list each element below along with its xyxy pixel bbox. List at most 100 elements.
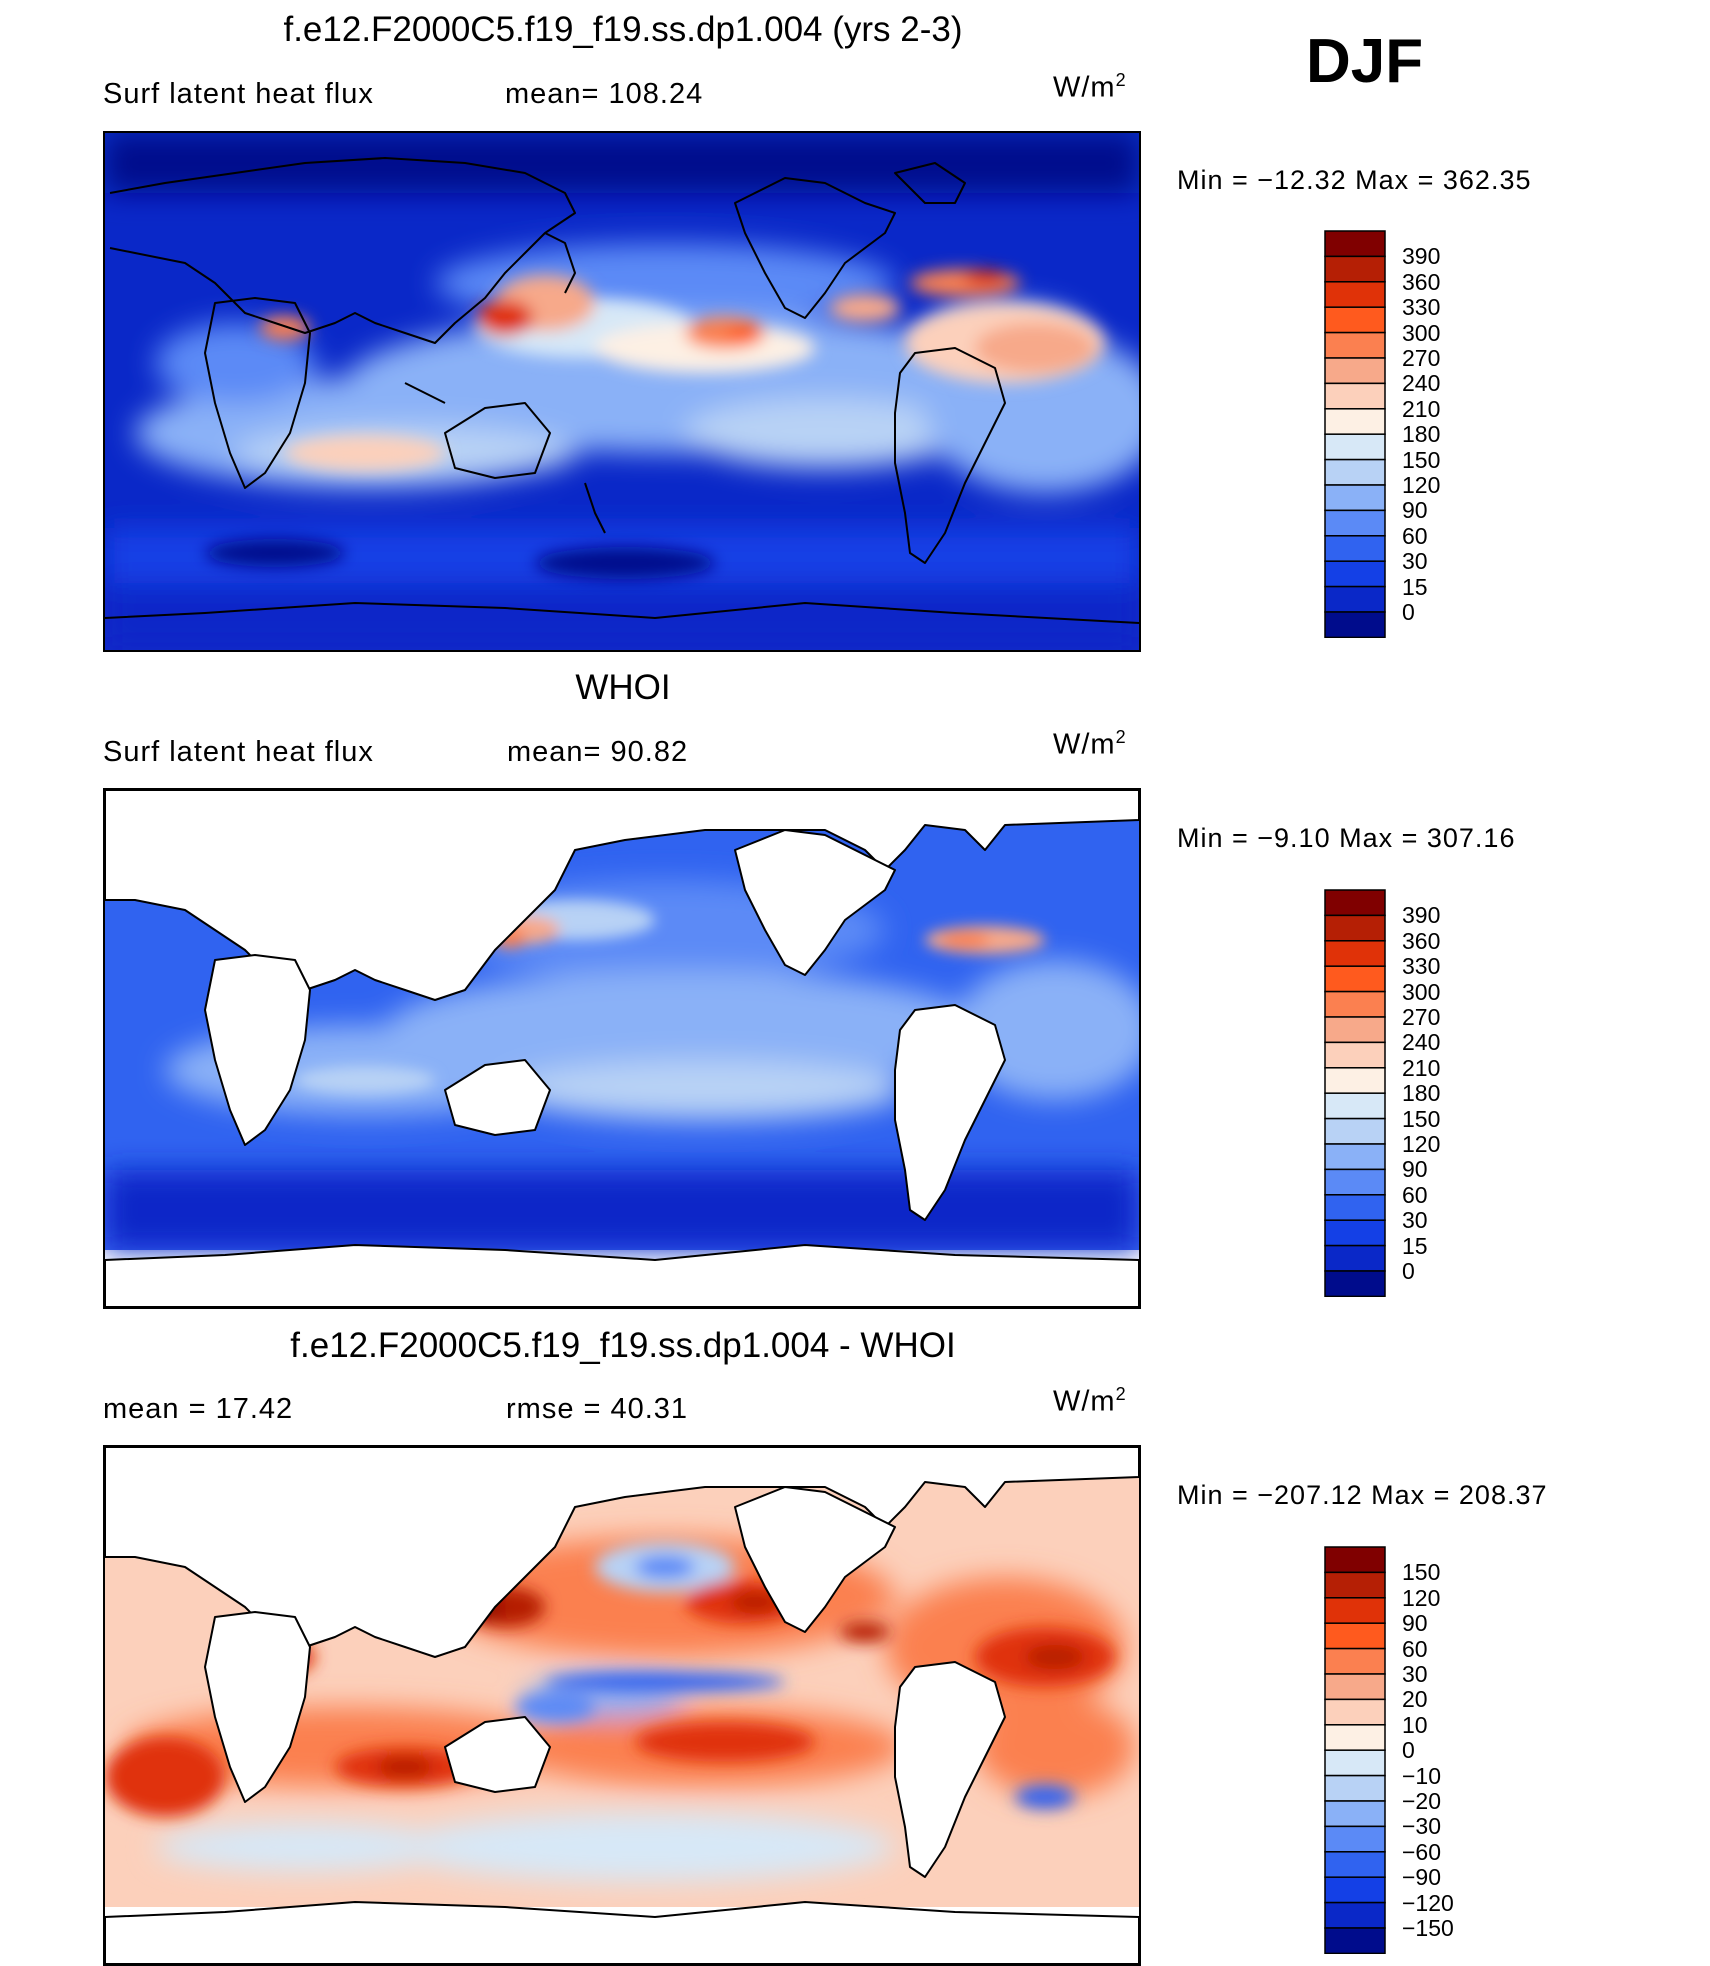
colorbar-swatch bbox=[1324, 560, 1386, 588]
colorbar-tick-label: 90 bbox=[1402, 1610, 1428, 1637]
colorbar-swatch bbox=[1324, 408, 1386, 435]
colorbar-tick-label: 360 bbox=[1402, 268, 1441, 295]
panel-3-mean-label: mean = 17.42 bbox=[103, 1393, 294, 1425]
colorbar-tick-label: 60 bbox=[1402, 1635, 1428, 1662]
colorbar-tick-label: 390 bbox=[1402, 902, 1441, 929]
colorbar-swatch bbox=[1324, 357, 1386, 385]
colorbar-tick-label: 390 bbox=[1402, 243, 1441, 270]
colorbar-tick-label: 180 bbox=[1402, 1080, 1441, 1107]
panel-1-units: W/m2 bbox=[1053, 70, 1127, 104]
colorbar-tick-label: 180 bbox=[1402, 421, 1441, 448]
colorbar-swatch bbox=[1324, 990, 1386, 1018]
colorbar-tick-label: 360 bbox=[1402, 927, 1441, 954]
panel-2-minmax: Min = −9.10 Max = 307.16 bbox=[1177, 823, 1516, 853]
colorbar-swatch bbox=[1324, 1698, 1386, 1726]
colorbar-tick-label: −10 bbox=[1402, 1762, 1442, 1789]
colorbar-tick-label: 240 bbox=[1402, 1029, 1441, 1056]
colorbar-swatch bbox=[1324, 1117, 1386, 1145]
colorbar-swatch bbox=[1324, 1851, 1386, 1878]
colorbar-tick-label: 120 bbox=[1402, 1131, 1441, 1157]
colorbar-swatch bbox=[1324, 1571, 1386, 1599]
colorbar-swatch bbox=[1324, 1622, 1386, 1650]
colorbar-tick-label: 210 bbox=[1402, 1054, 1441, 1081]
colorbar-swatch bbox=[1324, 230, 1386, 258]
colorbar-swatch bbox=[1324, 306, 1386, 334]
colorbar-swatch bbox=[1324, 585, 1386, 613]
colorbar-tick-label: −20 bbox=[1402, 1788, 1442, 1814]
colorbar-swatch bbox=[1324, 1194, 1386, 1221]
colorbar-swatch bbox=[1324, 889, 1386, 917]
colorbar-swatch bbox=[1324, 1673, 1386, 1701]
panel-2-mean-label: mean= 90.82 bbox=[507, 736, 689, 768]
colorbar-swatch bbox=[1324, 281, 1386, 308]
panel-1-mean-label: mean= 108.24 bbox=[505, 78, 704, 110]
colorbar-swatch bbox=[1324, 1168, 1386, 1196]
colorbar-tick-label: 60 bbox=[1402, 1181, 1428, 1208]
colorbar-tick-label: 240 bbox=[1402, 370, 1441, 397]
colorbar-swatch bbox=[1324, 1244, 1386, 1272]
colorbar-swatch bbox=[1324, 1546, 1386, 1574]
colorbar-swatch bbox=[1324, 1067, 1386, 1094]
colorbar-tick-label: 150 bbox=[1402, 1559, 1441, 1586]
colorbar-tick-label: −90 bbox=[1402, 1864, 1442, 1891]
colorbar-tick-label: 10 bbox=[1402, 1711, 1428, 1738]
colorbar-tick-label: 150 bbox=[1402, 1105, 1441, 1132]
colorbar-swatch bbox=[1324, 1749, 1386, 1777]
panel-3-minmax: Min = −207.12 Max = 208.37 bbox=[1177, 1480, 1548, 1510]
colorbar-tick-label: 210 bbox=[1402, 395, 1441, 422]
colorbar-swatch bbox=[1324, 965, 1386, 993]
panel-3-units: W/m2 bbox=[1053, 1384, 1127, 1418]
colorbar-tick-label: −60 bbox=[1402, 1838, 1442, 1865]
colorbar-tick-label: 120 bbox=[1402, 472, 1441, 498]
colorbar-tick-label: −120 bbox=[1402, 1889, 1454, 1916]
colorbar-swatch bbox=[1324, 1041, 1386, 1069]
colorbar-tick-label: 330 bbox=[1402, 953, 1441, 980]
colorbar-swatch bbox=[1324, 382, 1386, 410]
colorbar-tick-label: 270 bbox=[1402, 345, 1441, 371]
colorbar-swatch bbox=[1324, 535, 1386, 562]
colorbar-swatch bbox=[1324, 433, 1386, 461]
colorbar-tick-label: 300 bbox=[1402, 319, 1441, 346]
colorbar-swatch bbox=[1324, 1597, 1386, 1624]
panel-1-title: f.e12.F2000C5.f19_f19.ss.dp1.004 (yrs 2-… bbox=[283, 10, 963, 49]
colorbar-tick-label: 120 bbox=[1402, 1584, 1441, 1611]
colorbar-tick-label: 15 bbox=[1402, 573, 1428, 600]
panel-1-variable-label: Surf latent heat flux bbox=[103, 78, 374, 110]
colorbar-swatch bbox=[1324, 914, 1386, 942]
colorbar-tick-label: 15 bbox=[1402, 1232, 1428, 1259]
colorbar-swatch bbox=[1324, 1927, 1386, 1954]
colorbar-swatch bbox=[1324, 1876, 1386, 1904]
colorbar-tick-label: 90 bbox=[1402, 1156, 1428, 1183]
panel-1-minmax: Min = −12.32 Max = 362.35 bbox=[1177, 165, 1532, 195]
panel-2-colorbar bbox=[1324, 889, 1386, 1297]
colorbar-tick-label: 60 bbox=[1402, 522, 1428, 549]
panel-2-units: W/m2 bbox=[1053, 727, 1127, 761]
panel-2-map bbox=[103, 788, 1141, 1309]
panel-2-variable-label: Surf latent heat flux bbox=[103, 736, 374, 768]
colorbar-swatch bbox=[1324, 1270, 1386, 1297]
colorbar-tick-label: 90 bbox=[1402, 497, 1428, 524]
colorbar-tick-label: 30 bbox=[1402, 1207, 1428, 1234]
colorbar-swatch bbox=[1324, 255, 1386, 283]
panel-3-colorbar bbox=[1324, 1546, 1386, 1954]
colorbar-tick-label: 30 bbox=[1402, 1661, 1428, 1687]
colorbar-swatch bbox=[1324, 1016, 1386, 1044]
colorbar-swatch bbox=[1324, 458, 1386, 486]
colorbar-tick-label: 300 bbox=[1402, 978, 1441, 1005]
colorbar-tick-label: 0 bbox=[1402, 1737, 1415, 1764]
colorbar-swatch bbox=[1324, 1825, 1386, 1853]
colorbar-swatch bbox=[1324, 1219, 1386, 1247]
colorbar-tick-label: 0 bbox=[1402, 599, 1415, 625]
panel-3-map bbox=[103, 1445, 1141, 1966]
colorbar-swatch bbox=[1324, 1143, 1386, 1171]
colorbar-swatch bbox=[1324, 611, 1386, 638]
colorbar-swatch bbox=[1324, 1647, 1386, 1675]
colorbar-tick-label: 330 bbox=[1402, 294, 1441, 321]
colorbar-tick-label: 30 bbox=[1402, 548, 1428, 575]
colorbar-swatch bbox=[1324, 484, 1386, 512]
colorbar-tick-label: −150 bbox=[1402, 1915, 1454, 1941]
colorbar-swatch bbox=[1324, 1800, 1386, 1828]
colorbar-tick-label: 0 bbox=[1402, 1258, 1415, 1284]
colorbar-tick-label: 20 bbox=[1402, 1686, 1428, 1713]
colorbar-tick-label: −30 bbox=[1402, 1813, 1442, 1840]
